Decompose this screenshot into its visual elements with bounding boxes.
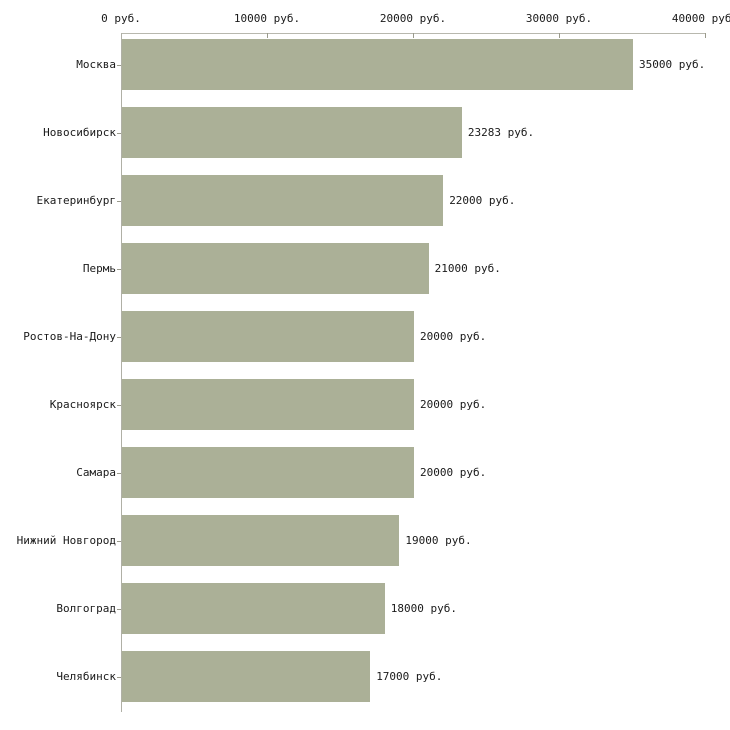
y-axis-tick [117,337,121,338]
y-axis-tick [117,269,121,270]
y-axis-category-label: Пермь [82,261,116,275]
bar[interactable] [122,243,429,294]
y-axis-category-label: Самара [76,465,116,479]
y-axis-category-label: Нижний Новгород [16,533,116,547]
y-axis-category-label: Красноярск [49,397,116,411]
x-axis-tick-label: 20000 руб. [379,12,447,25]
bar[interactable] [122,107,462,158]
x-axis-tick [559,33,560,38]
bar-value-label: 20000 руб. [420,397,487,411]
y-axis-tick [117,541,121,542]
bar[interactable] [122,311,414,362]
bar-value-label: 20000 руб. [420,329,487,343]
bar[interactable] [122,651,371,702]
x-axis-tick [413,33,414,38]
bar-value-label: 23283 руб. [467,125,535,139]
y-axis-tick [117,201,121,202]
y-axis-category-label: Новосибирск [43,125,116,139]
y-axis-line [121,33,122,712]
bar-value-label: 18000 руб. [390,601,458,615]
bar[interactable] [122,583,385,634]
bar[interactable] [122,379,414,430]
x-axis-tick-label: 40000 руб. [671,12,730,25]
bar-value-label: 19000 руб. [405,533,472,547]
y-axis-category-label: Екатеринбург [36,193,116,207]
y-axis-tick [117,677,121,678]
bar[interactable] [122,175,444,226]
bar-value-label: 20000 руб. [420,465,487,479]
y-axis-tick [117,609,121,610]
x-axis-tick-label: 30000 руб. [525,12,593,25]
x-axis-tick-label: 0 руб. [101,12,141,25]
x-axis-tick-label: 10000 руб. [233,12,301,25]
bar-value-label: 22000 руб. [449,193,516,207]
y-axis-category-label: Москва [76,57,116,71]
y-axis-tick [117,473,121,474]
y-axis-tick [117,405,121,406]
bar[interactable] [122,515,400,566]
y-axis-tick [117,65,121,66]
y-axis-category-label: Волгоград [56,601,116,615]
x-axis-tick [705,33,706,38]
x-axis-tick [267,33,268,38]
bar-value-label: 17000 руб. [376,669,443,683]
bar[interactable] [122,447,414,498]
bar-value-label: 21000 руб. [434,261,501,275]
bar[interactable] [122,39,633,90]
y-axis-category-label: Челябинск [56,669,116,683]
y-axis-tick [117,133,121,134]
bar-value-label: 35000 руб. [639,57,706,71]
y-axis-category-label: Ростов-На-Дону [23,329,116,343]
